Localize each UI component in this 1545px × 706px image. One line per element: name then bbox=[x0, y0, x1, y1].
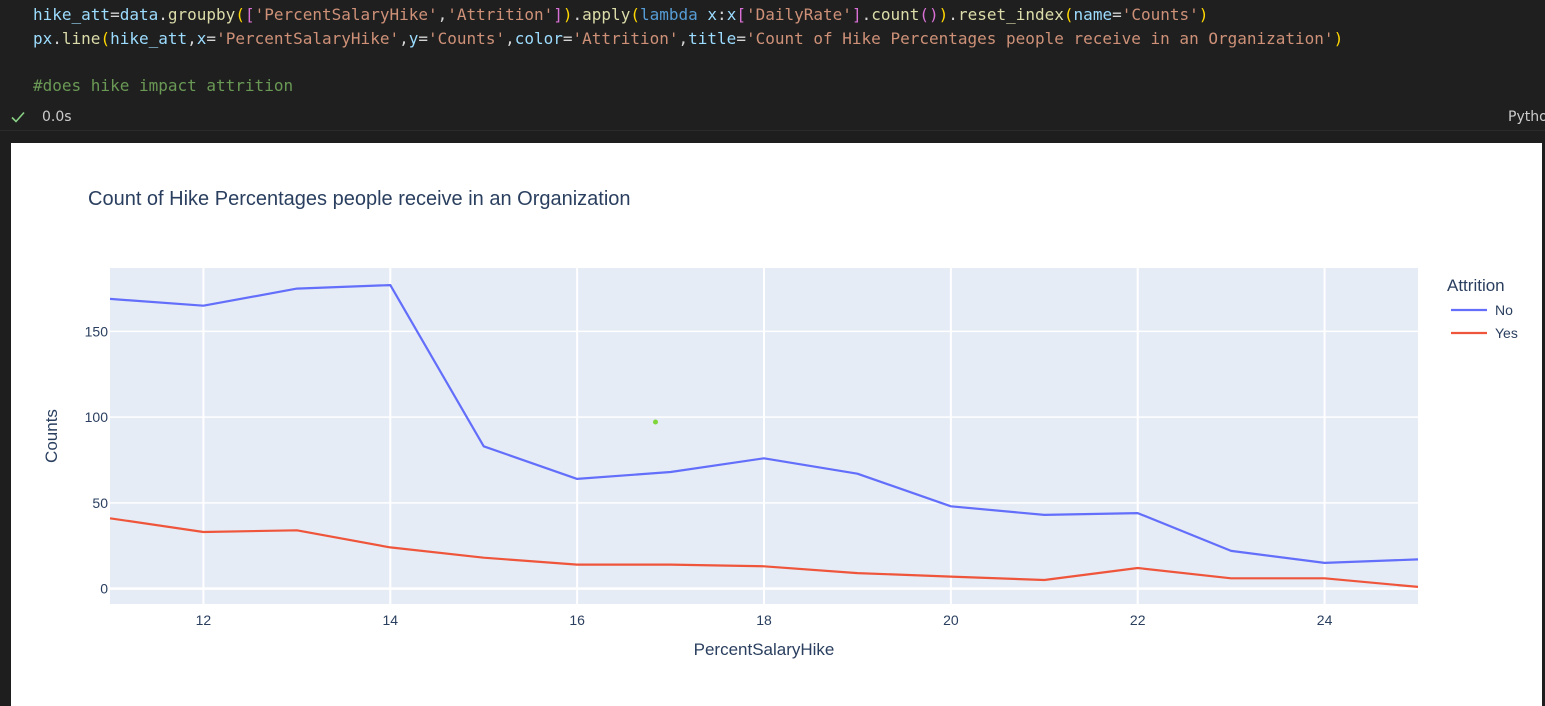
cell-output: Count of Hike Percentages people receive… bbox=[11, 143, 1542, 706]
code-line-2: px.line(hike_att,x='PercentSalaryHike',y… bbox=[33, 29, 1344, 48]
series-line-yes[interactable] bbox=[109, 517, 1419, 588]
kernel-label[interactable]: Pytho bbox=[1508, 109, 1545, 125]
y-tick-label: 50 bbox=[92, 495, 108, 511]
x-tick-label: 14 bbox=[382, 612, 398, 628]
cursor-dot bbox=[653, 419, 658, 425]
x-axis-label: PercentSalaryHike bbox=[694, 640, 835, 659]
legend-item-no[interactable]: No bbox=[1495, 302, 1513, 318]
y-tick-label: 0 bbox=[100, 581, 108, 597]
x-tick-label: 18 bbox=[756, 612, 772, 628]
line-chart[interactable]: Count of Hike Percentages people receive… bbox=[11, 143, 1542, 706]
y-axis-label: Counts bbox=[42, 409, 61, 463]
y-tick-label: 150 bbox=[85, 323, 109, 339]
y-tick-label: 100 bbox=[85, 409, 109, 425]
cell-status-bar: 0.0s Pytho bbox=[0, 105, 1545, 130]
code-line-1: hike_att=data.groupby(['PercentSalaryHik… bbox=[33, 5, 1209, 24]
code-editor[interactable]: hike_att=data.groupby(['PercentSalaryHik… bbox=[0, 0, 1545, 105]
x-tick-label: 24 bbox=[1317, 612, 1333, 628]
legend-item-yes[interactable]: Yes bbox=[1495, 325, 1518, 341]
x-tick-label: 16 bbox=[569, 612, 585, 628]
x-tick-label: 22 bbox=[1130, 612, 1146, 628]
legend[interactable]: Attrition No Yes bbox=[1447, 276, 1518, 341]
execution-time: 0.0s bbox=[42, 109, 72, 125]
x-tick-label: 20 bbox=[943, 612, 959, 628]
chart-title: Count of Hike Percentages people receive… bbox=[88, 188, 631, 210]
check-icon bbox=[11, 111, 25, 123]
divider bbox=[0, 130, 1545, 131]
x-tick-label: 12 bbox=[196, 612, 212, 628]
code-comment: #does hike impact attrition bbox=[33, 76, 294, 95]
legend-title: Attrition bbox=[1447, 276, 1505, 295]
series-line-no[interactable] bbox=[109, 284, 1419, 564]
